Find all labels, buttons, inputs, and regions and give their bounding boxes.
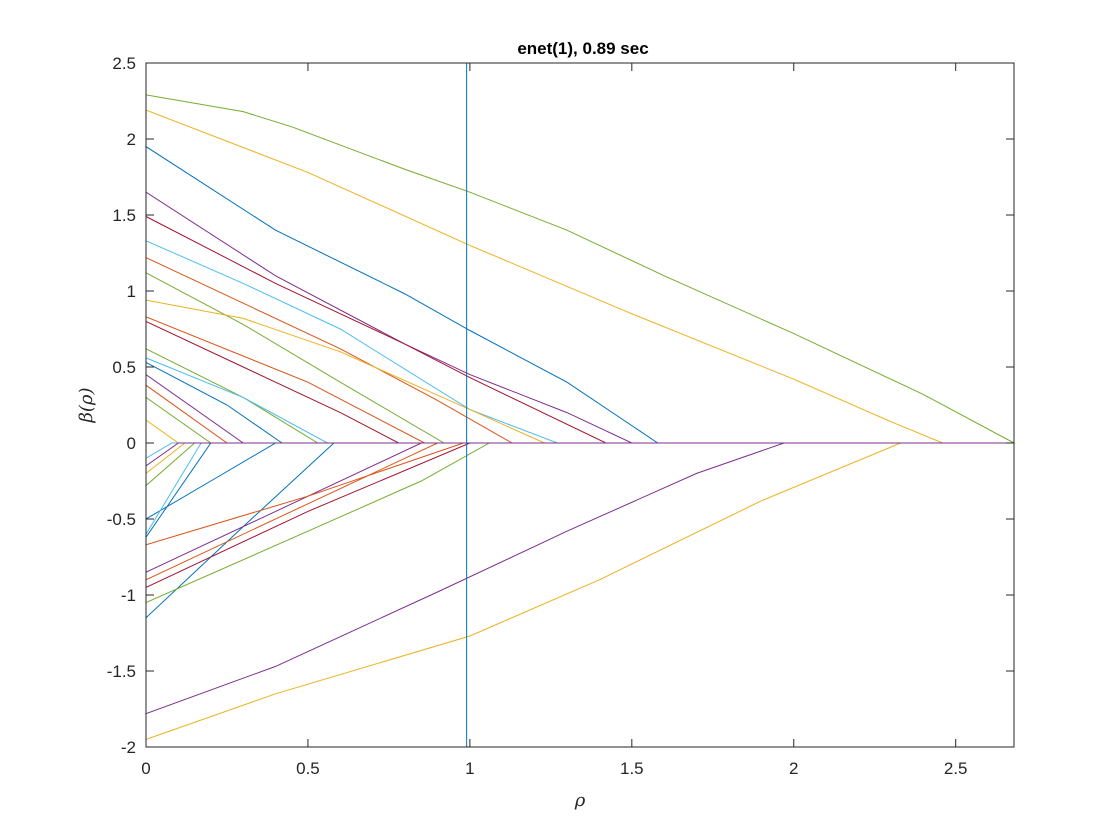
y-tick-label: -0.5 [107, 510, 136, 529]
x-tick-label: 1.5 [620, 759, 644, 778]
x-tick-label: 1 [465, 759, 474, 778]
x-tick-label: 2 [789, 759, 798, 778]
y-tick-label: 1.5 [112, 206, 136, 225]
y-tick-label: 2 [127, 130, 136, 149]
y-axis-label: β(ρ) [76, 387, 97, 423]
y-axis-ticks: -2 -1.5 -1 -0.5 0 0.5 1 1.5 2 2.5 [107, 54, 1014, 757]
series-layer [146, 94, 1014, 740]
plot-area: 0 0.5 1 1.5 2 2.5 -2 -1.5 -1 -0.5 0 0.5 1 1.5 2 2.5 [107, 54, 1015, 778]
y-tick-label: -2 [121, 738, 136, 757]
y-tick-label: 0 [127, 434, 136, 453]
series-line [146, 109, 1014, 444]
x-tick-label: 0.5 [296, 759, 320, 778]
y-tick-label: 1 [127, 282, 136, 301]
y-tick-label: -1.5 [107, 662, 136, 681]
series-line [146, 94, 1014, 444]
axes-box [145, 62, 1015, 748]
y-tick-label: 0.5 [112, 358, 136, 377]
y-tick-label: -1 [121, 586, 136, 605]
chart-title: enet(1), 0.89 sec [517, 39, 648, 58]
x-axis-label: ρ [574, 790, 586, 811]
x-tick-label: 0 [141, 759, 150, 778]
axes-background [146, 63, 1014, 747]
x-axis-ticks: 0 0.5 1 1.5 2 2.5 [141, 63, 968, 778]
y-tick-label: 2.5 [112, 54, 136, 73]
series-line [146, 442, 1014, 467]
x-tick-label: 2.5 [944, 759, 968, 778]
